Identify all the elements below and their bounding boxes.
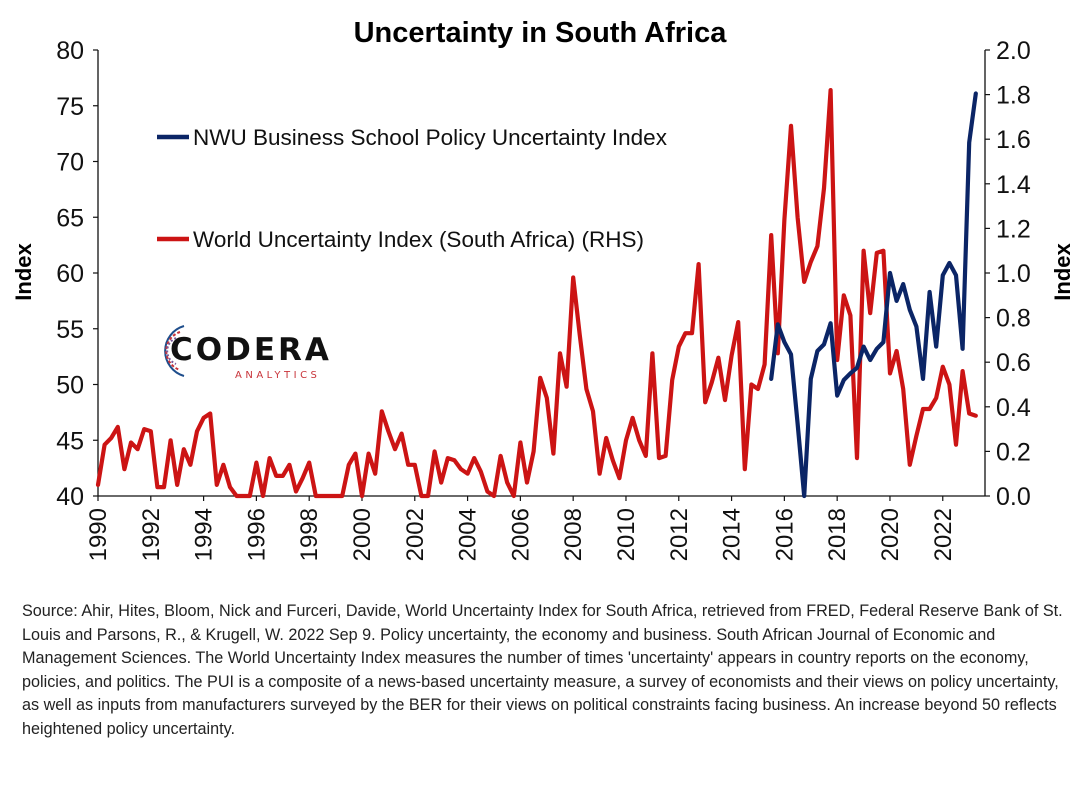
y-axis-left-label: Index [11,243,36,301]
series-line-wui [95,87,978,499]
legend: NWU Business School Policy Uncertainty I… [157,125,668,252]
series-line-pui [769,91,978,499]
x-tick-label: 2020 [877,508,904,561]
axes: 40 45 50 55 60 65 70 75 80 0.0 0.2 0.4 0.6 0.8 1.0 1.2 1… [56,37,1031,561]
y-left-tick-label: 55 [56,316,84,344]
y-left-tick-label: 70 [56,149,84,177]
series-lines [95,87,978,499]
x-tick-label: 2006 [507,508,534,561]
x-tick-label: 2016 [771,508,798,561]
y-left-tick-label: 60 [56,260,84,288]
x-tick-label: 1992 [138,508,165,561]
x-tick-label: 1996 [243,508,270,561]
x-tick-label: 2018 [824,508,851,561]
chart-title: Uncertainty in South Africa [354,17,728,49]
x-tick-label: 2000 [349,508,376,561]
source-note: Source: Ahir, Hites, Bloom, Nick and Fur… [22,602,1063,738]
y-right-tick-label: 2.0 [996,37,1031,65]
logo-subtitle: ANALYTICS [235,370,321,381]
y-right-tick-label: 1.0 [996,260,1031,288]
legend-label-wui: World Uncertainty Index (South Africa) (… [193,227,644,252]
y-left-tick-label: 50 [56,372,84,400]
y-right-tick-label: 1.8 [996,82,1031,110]
y-right-tick-label: 0.0 [996,483,1031,511]
codera-logo: CODERA ANALYTICS [150,318,360,388]
y-left-tick-label: 80 [56,37,84,65]
x-tick-label: 2008 [560,508,587,561]
x-tick-label: 2004 [455,508,482,561]
y-right-tick-label: 0.2 [996,438,1031,466]
y-right-tick-label: 1.4 [996,171,1031,199]
x-tick-label: 2002 [402,508,429,561]
uncertainty-chart: Uncertainty in South Africa Index Index … [11,17,1075,561]
y-left-tick-label: 40 [56,483,84,511]
y-left-tick-label: 65 [56,204,84,232]
x-tick-label: 1990 [85,508,112,561]
x-tick-label: 2010 [613,508,640,561]
y-right-tick-label: 1.2 [996,215,1031,243]
legend-label-pui: NWU Business School Policy Uncertainty I… [193,125,668,150]
x-tick-label: 1998 [296,508,323,561]
logo-wordmark: CODERA [170,332,332,368]
x-tick-label: 2012 [666,508,693,561]
x-tick-label: 2022 [930,508,957,561]
codera-mark-icon [164,325,185,377]
y-right-tick-label: 0.4 [996,394,1031,422]
y-axis-right-label: Index [1050,243,1075,301]
y-left-tick-label: 45 [56,427,84,455]
y-right-tick-label: 0.6 [996,349,1031,377]
y-left-tick-label: 75 [56,93,84,121]
x-tick-label: 1994 [191,508,218,561]
y-right-tick-label: 0.8 [996,305,1031,333]
y-right-tick-label: 1.6 [996,126,1031,154]
x-tick-label: 2014 [719,508,746,561]
